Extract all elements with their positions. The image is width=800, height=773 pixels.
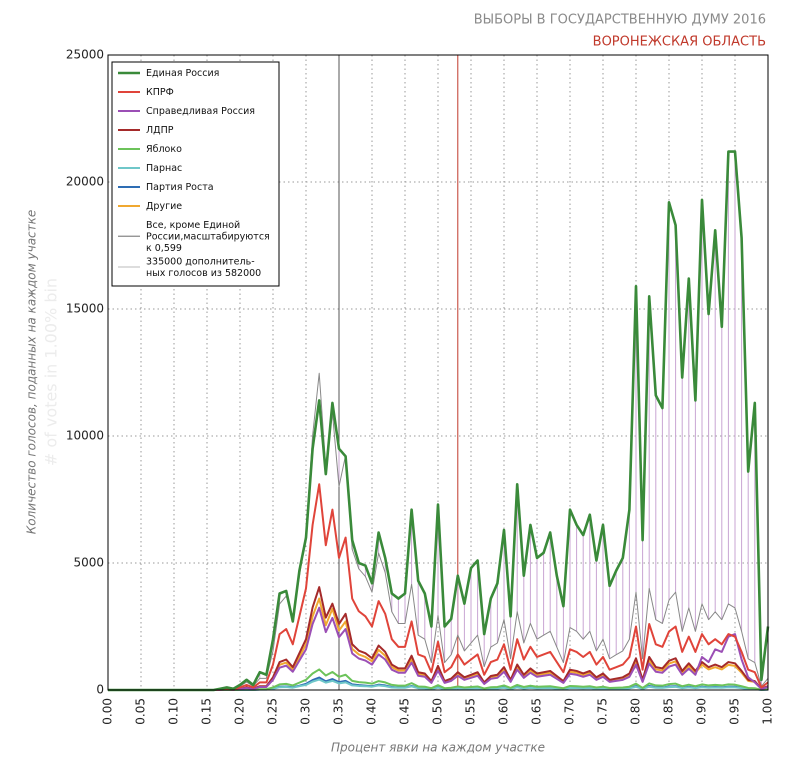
x-tick-label: 0.90 xyxy=(695,698,709,725)
legend-label: Все, кроме Единой России,масштабируются к … xyxy=(146,220,270,254)
x-tick-label: 0.00 xyxy=(101,698,115,725)
x-tick-label: 0.65 xyxy=(530,698,544,725)
series-line xyxy=(108,150,770,692)
x-tick-label: 0.10 xyxy=(167,698,181,725)
chart-title: ВЫБОРЫ В ГОСУДАРСТВЕННУЮ ДУМУ 2016 xyxy=(474,13,766,28)
legend-label: Яблоко xyxy=(146,144,182,155)
legend-label: 335000 дополнитель-ных голосов из 582000 xyxy=(146,256,261,279)
chart-subtitle: ВОРОНЕЖСКАЯ ОБЛАСТЬ xyxy=(593,35,766,50)
y-tick-label: 20000 xyxy=(66,175,104,189)
x-tick-label: 0.85 xyxy=(662,698,676,725)
legend-label: Справедливая Россия xyxy=(146,106,255,117)
legend-label: Другие xyxy=(146,201,182,212)
x-tick-label: 0.20 xyxy=(233,698,247,725)
legend-label: ЛДПР xyxy=(146,125,174,136)
legend-label: Партия Роста xyxy=(146,182,214,193)
y-tick-label: 5000 xyxy=(73,556,104,570)
plot-frame xyxy=(107,54,769,691)
x-tick-label: 0.75 xyxy=(596,698,610,725)
x-tick-label: 0.25 xyxy=(266,698,280,725)
x-axis-label: Процент явки на каждом участке xyxy=(331,741,545,755)
legend-label: Единая Россия xyxy=(146,68,219,79)
x-tick-label: 0.80 xyxy=(629,698,643,725)
x-tick-label: 0.15 xyxy=(200,698,214,725)
x-tick-label: 0.40 xyxy=(365,698,379,725)
y-tick-label: 15000 xyxy=(66,302,104,316)
x-tick-label: 0.60 xyxy=(497,698,511,725)
y-tick-label: 0 xyxy=(96,683,104,697)
x-tick-label: 0.70 xyxy=(563,698,577,725)
y-tick-label: 10000 xyxy=(66,429,104,443)
legend-label: Парнас xyxy=(146,163,182,174)
legend-label: КПРФ xyxy=(146,87,174,98)
series-line xyxy=(108,606,769,691)
x-tick-label: 0.50 xyxy=(431,698,445,725)
y-axis-label: Количество голосов, поданных на каждом у… xyxy=(25,210,39,535)
x-tick-label: 0.35 xyxy=(332,698,346,725)
x-tick-label: 0.45 xyxy=(398,698,412,725)
x-tick-label: 0.55 xyxy=(464,698,478,725)
x-tick-label: 0.30 xyxy=(299,698,313,725)
legend-box xyxy=(111,61,280,287)
y-tick-label: 25000 xyxy=(66,48,104,62)
x-tick-label: 0.95 xyxy=(728,698,742,725)
watermark: # of votes in 1.00% bin xyxy=(42,278,61,466)
x-tick-label: 1.00 xyxy=(761,698,775,725)
x-tick-label: 0.05 xyxy=(134,698,148,725)
